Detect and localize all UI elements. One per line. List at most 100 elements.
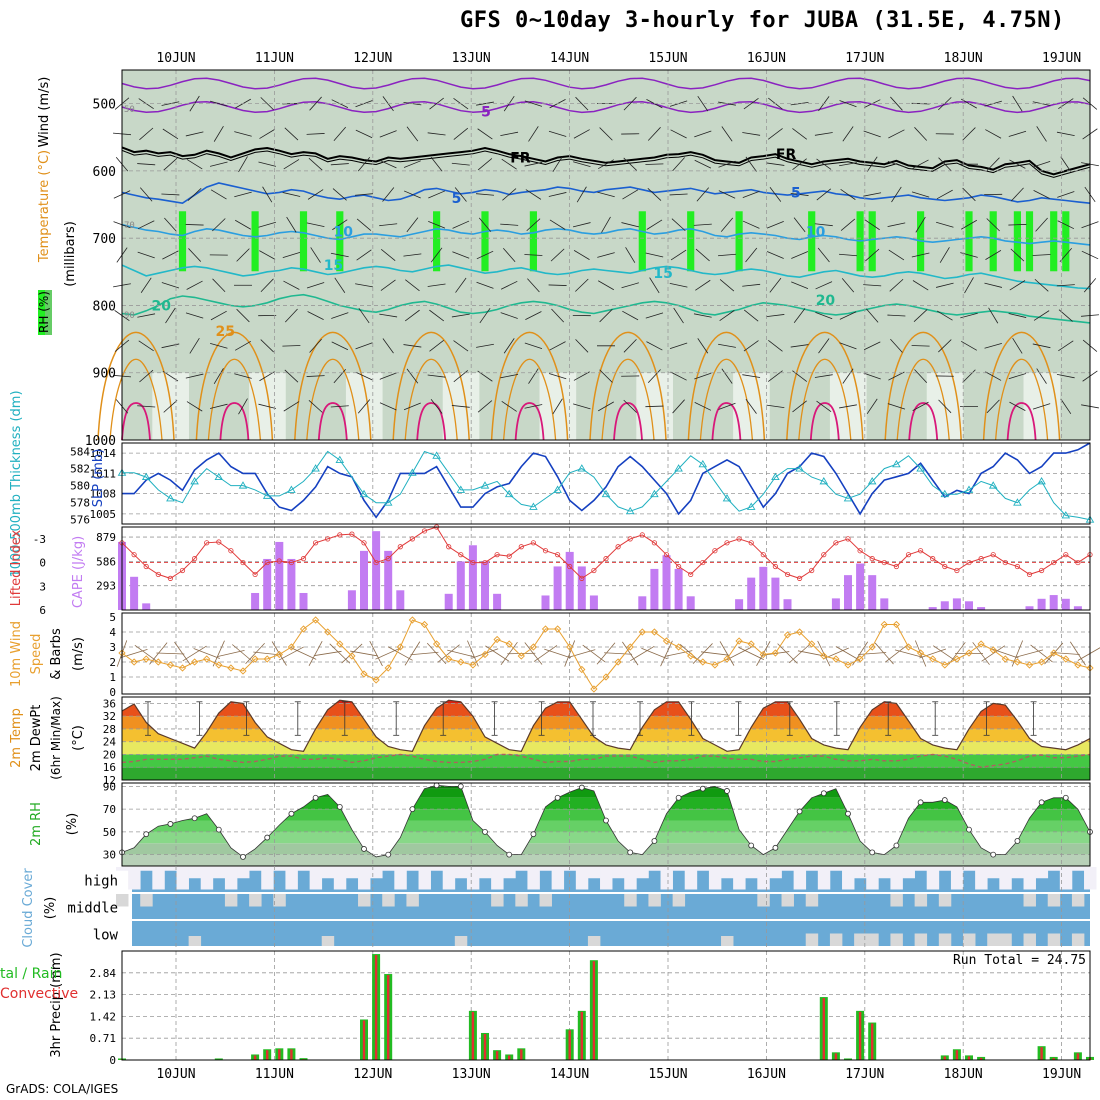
wind-marker [469,661,477,669]
rh-marker [845,810,851,817]
wind-marker [989,646,997,654]
cloud-cell [854,933,867,946]
isotherm-5 [121,182,1091,205]
cape-bar [1073,606,1082,610]
wind-barb [915,216,926,233]
li-marker [760,552,766,558]
wind-barb [356,249,372,261]
cape-bar [940,601,949,610]
wind-barb [986,399,1000,414]
li-marker [518,544,524,550]
y-tick-li: 0 [39,557,46,570]
cloud-cell [1023,894,1036,907]
contour-label: 20 [151,298,171,314]
cape-bar [360,550,368,610]
day-label-bottom: 16JUN [747,1067,786,1082]
y-tick-slp: 1005 [90,508,117,521]
wind-barb [743,340,759,352]
wind-barb [670,249,687,261]
cloud-cell [418,867,431,890]
li-marker [458,552,464,558]
wind-barb [742,374,761,378]
wind-barb [817,247,830,263]
wind-barb [597,252,615,258]
rh-column [989,211,997,272]
wind-barb [622,189,639,200]
wind-barb [984,342,1002,349]
y-tick-wind: 0 [109,686,116,699]
wind-barb [430,399,443,414]
cloud-cell [539,894,552,907]
wind-marker [166,661,175,669]
wind-barb [331,341,349,351]
wind-barb [403,402,421,411]
thickness-marker [1061,511,1071,519]
wind-barb [451,313,470,318]
wind10-barb [404,641,421,666]
li-marker [881,559,887,566]
wind-barb [695,248,710,262]
cloud-cell [1047,933,1061,946]
li-marker [1063,552,1069,558]
wind-barb [814,374,833,378]
cloud-cell [382,894,395,907]
li-marker [470,559,476,566]
temp-band [122,716,1090,729]
cloud-cell [527,867,540,890]
rh-marker [748,842,755,849]
wind-barb [1032,403,1051,410]
wind-barb [451,162,470,166]
contour-label: FR [776,147,797,163]
wind-barb [839,100,857,108]
li-marker [288,559,294,566]
day-label-bottom: 10JUN [156,1067,195,1082]
cape-bar [142,603,151,610]
wind-barb [669,283,688,288]
rh2m-panel [121,782,1091,867]
wind-barb [911,345,930,347]
cloud-cell [829,933,843,946]
wind-barb [548,373,567,380]
wind-barb [380,279,396,291]
wind-barb [1036,126,1047,142]
wind-barb [283,401,300,412]
wind10-barb [972,642,990,665]
wind-barb [769,277,782,293]
cloud-cell [890,894,903,907]
wind-marker [360,670,368,678]
day-label-top: 14JUN [550,51,589,66]
isotherm-25 [589,331,667,441]
wind-barb [962,369,976,383]
precip-bar-convective [471,1011,475,1060]
wind-barb [1009,159,1026,169]
thickness-marker [262,491,272,499]
precip-bar-convective [592,961,596,1060]
contour-label: 20 [816,293,836,309]
thickness-marker [964,485,974,493]
wind-marker [324,628,332,636]
wind-barb [936,189,953,200]
wind-barb [1008,313,1027,318]
cloud-cell [987,867,1000,879]
wind-barb [573,403,591,410]
wind-barb [427,283,446,287]
wind-barb [912,401,929,411]
wind-marker [553,625,562,633]
wind-barb [790,101,809,106]
wind-barb [330,252,349,258]
cloud-cell [297,867,310,871]
wind-barb [938,157,952,171]
cloud-cell [938,894,952,907]
ylabel-wind: Wind (m/s) [37,77,52,148]
wind10-barb [874,642,894,665]
cloud-cell [200,867,214,890]
thickness-marker [698,459,708,468]
li-marker [639,532,645,538]
wind-barb [866,156,878,172]
wind-barb [839,162,857,167]
wind-marker [203,655,211,663]
wind-barb [742,283,761,287]
thickness-marker [166,494,175,502]
wind-barb [887,222,906,227]
wind10-barb [182,645,207,662]
